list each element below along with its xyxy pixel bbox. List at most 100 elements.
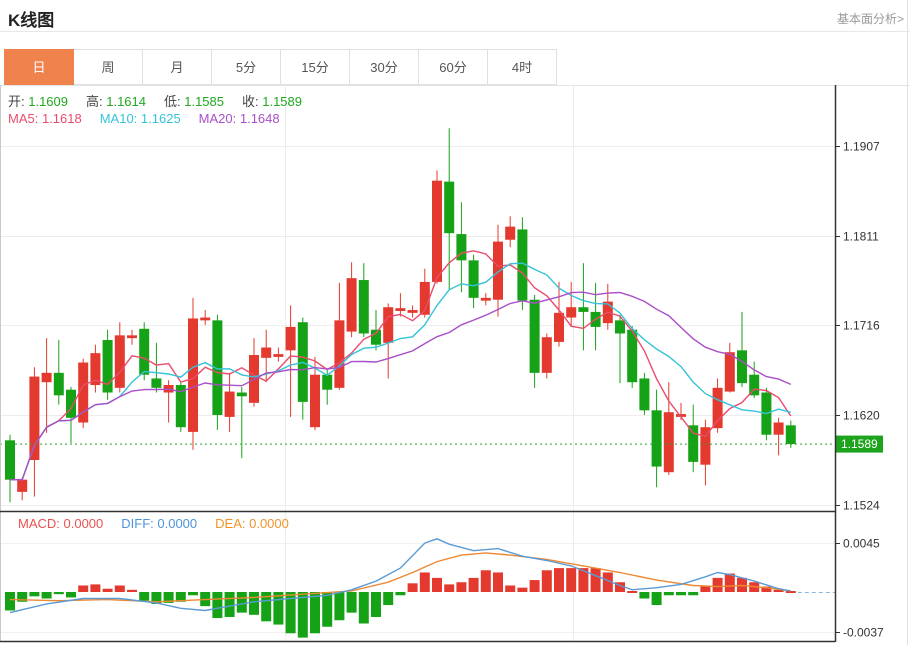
macd-bar [761,586,772,592]
macd-bar [5,592,15,611]
macd-bar [663,592,674,596]
macd-bar [785,591,796,593]
macd-bar [53,592,64,595]
macd-bar [700,585,711,592]
macd-bar [17,592,28,602]
macd-bar [90,584,101,592]
macd-bar [273,592,284,625]
last-close-badge-label: 1.1589 [841,437,878,451]
macd-bar [346,592,357,613]
dea-line [9,552,791,603]
macd-bar [712,577,723,592]
legend-item: DEA: 0.0000 [215,516,289,531]
macd-bar [224,592,235,617]
price-axis-label: 1.1907 [843,140,880,154]
macd-bar [554,568,564,592]
tab-4时[interactable]: 4时 [487,49,557,85]
macd-bar [151,592,162,604]
legend-item: 开: 1.1609 [8,94,68,109]
macd-bar [358,592,369,624]
ohlc-legend: 开: 1.1609 高: 1.1614 低: 1.1585 收: 1.1589 [8,91,320,110]
macd-axis-label: 0.0045 [843,537,880,551]
ma-legend: MA5: 1.1618 MA10: 1.1625 MA20: 1.1648 [8,111,298,126]
macd-bar [529,580,540,592]
macd-bar [566,568,577,592]
macd-bar [419,572,430,592]
price-axis-label: 1.1716 [843,319,880,333]
macd-bar [383,592,394,606]
macd-bar [371,592,381,617]
legend-item: 高: 1.1614 [86,94,146,109]
header-divider [0,31,910,32]
legend-item: 收: 1.1589 [242,94,302,109]
macd-bar [78,585,89,592]
macd-bar [29,592,40,597]
diff-line [9,538,791,614]
ma5-line [10,250,792,481]
macd-bar [163,592,174,603]
tab-月[interactable]: 月 [142,49,212,85]
macd-bar [688,592,699,596]
macd-bar [188,592,198,596]
legend-item: MA10: 1.1625 [99,111,181,126]
tab-日[interactable]: 日 [4,49,74,85]
macd-bar [395,592,406,596]
price-axis-label: 1.1524 [843,499,880,513]
last-close-badge [836,435,883,453]
macd-bar [627,591,638,593]
tab-30分[interactable]: 30分 [349,49,419,85]
macd-bar [127,589,137,592]
macd-bar [578,568,589,592]
macd-bar [480,570,491,592]
legend-item: MA5: 1.1618 [8,111,82,126]
tab-60分[interactable]: 60分 [418,49,488,85]
macd-bar [310,592,320,634]
macd-bar [505,585,516,592]
macd-bar [102,588,113,592]
macd-bar [139,592,150,601]
legend-item: DIFF: 0.0000 [121,516,198,531]
price-axis-label: 1.1620 [843,409,880,423]
macd-bar [297,592,308,638]
macd-bar [322,592,333,627]
macd-bar [724,573,735,592]
tab-15分[interactable]: 15分 [280,49,350,85]
macd-bar [261,592,272,622]
macd-bar [66,592,76,598]
macd-bar [615,582,625,592]
macd-bar [602,572,613,592]
macd-bar [212,592,223,619]
macd-bar [639,592,650,599]
macd-bar [249,592,259,615]
candles-group [5,128,796,503]
macd-bar [773,589,784,592]
macd-legend: MACD: 0.0000 DIFF: 0.0000 DEA: 0.0000 [18,516,307,531]
macd-bar [114,585,125,592]
fundamental-analysis-link[interactable]: 基本面分析> [836,12,904,26]
macd-bar [334,592,345,621]
macd-bar [517,587,528,592]
macd-bar [456,582,467,592]
macd-bar [236,592,247,613]
macd-bar [432,577,442,592]
macd-bar [676,592,686,596]
macd-bar [541,570,552,592]
page-title: K线图 [8,11,55,30]
legend-item: 低: 1.1585 [164,94,224,109]
macd-bar [468,577,479,592]
macd-bar [590,568,601,592]
macd-axis-label: -0.0037 [843,626,884,640]
macd-bar [493,572,503,592]
macd-bar [285,592,296,634]
macd-bar [444,584,455,592]
tab-5分[interactable]: 5分 [211,49,281,85]
interval-tabs: 日周月 5分 15分 30分 60分 4时 [4,49,557,85]
legend-item: MACD: 0.0000 [18,516,104,531]
macd-bar [407,583,418,592]
price-axis-label: 1.1811 [843,230,879,244]
macd-bar [651,592,662,606]
macd-bar [175,592,186,602]
ma20-line [10,291,792,481]
